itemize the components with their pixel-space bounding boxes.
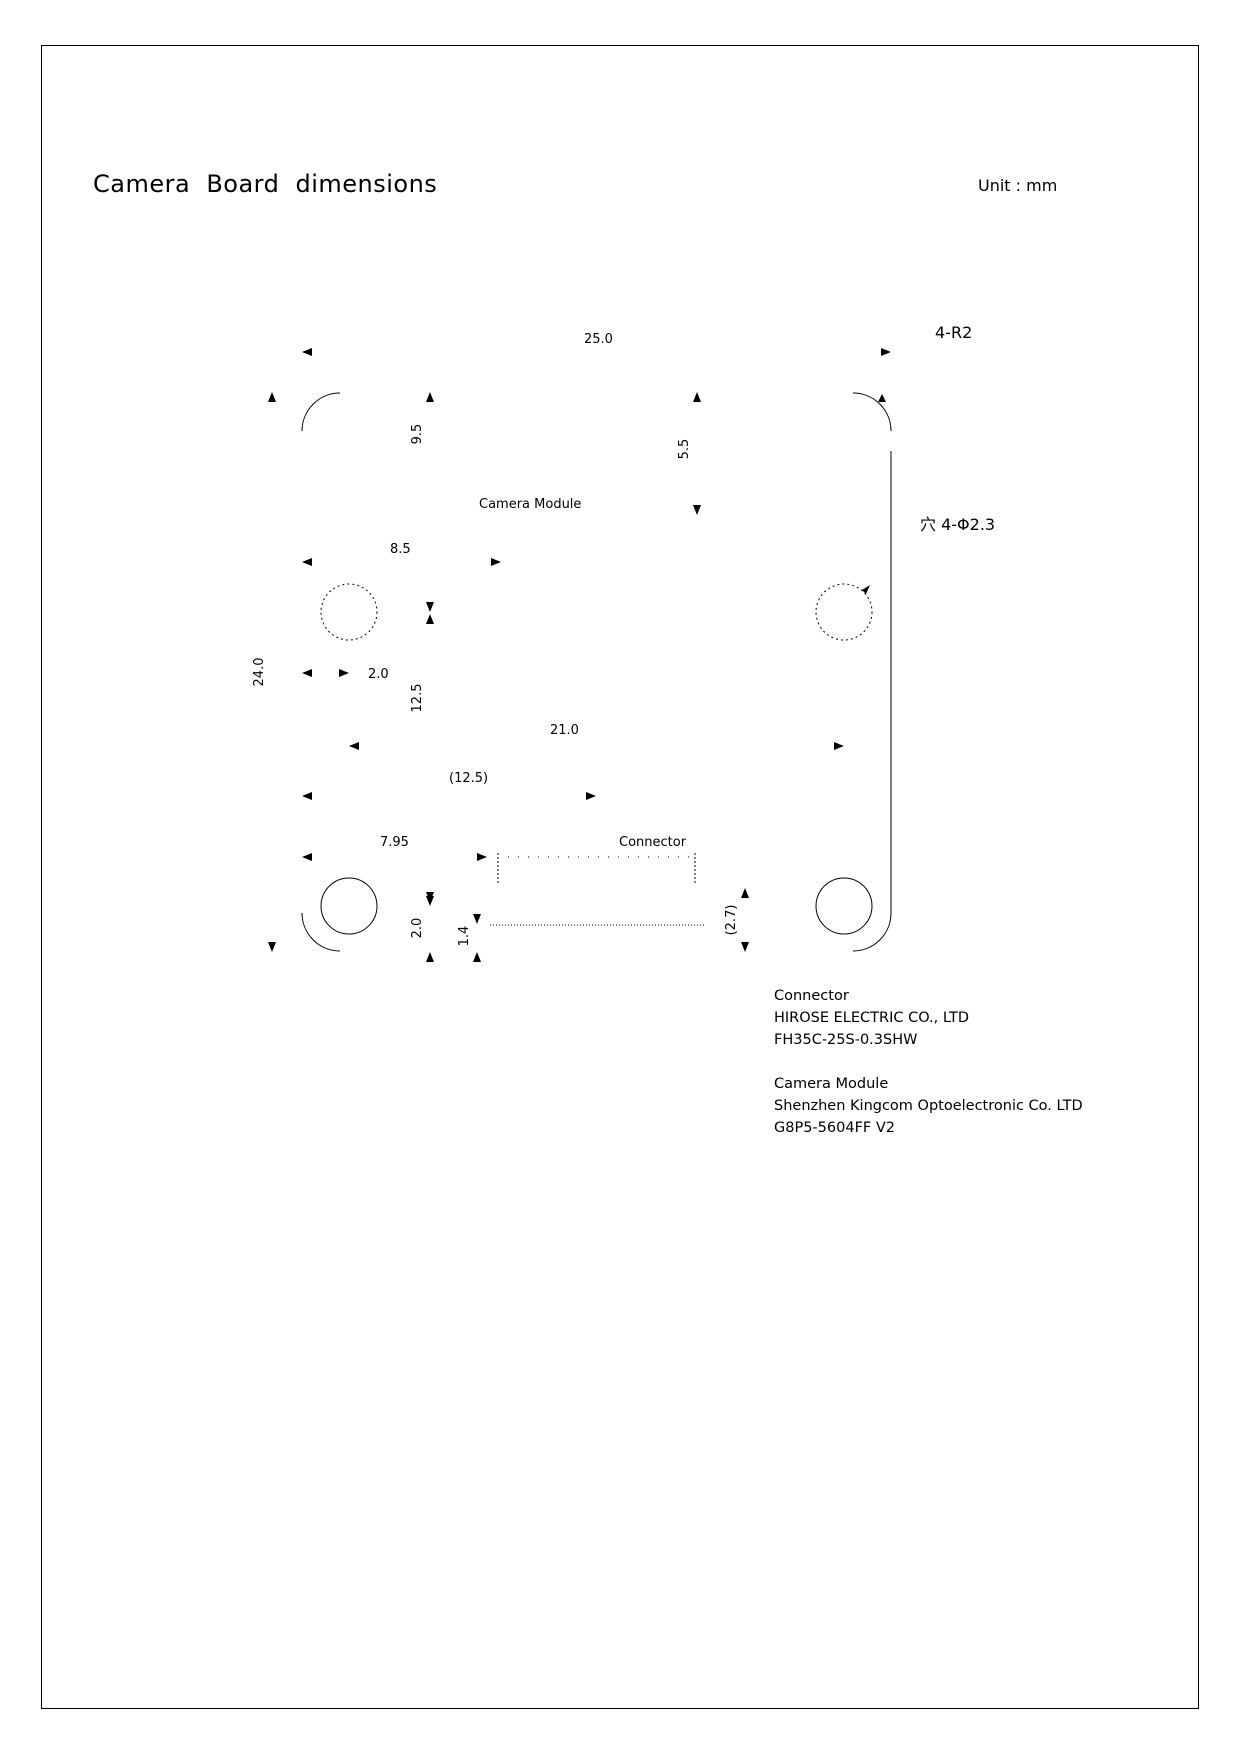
arrow-down bbox=[473, 914, 481, 924]
hole-bottom-right bbox=[815, 877, 873, 935]
label-connector: Connector bbox=[619, 835, 687, 850]
dim-hole-spacing-x: 21.0 bbox=[550, 723, 579, 738]
dim-connector-from-bottom: 2.0 bbox=[410, 918, 425, 939]
arrow-left bbox=[302, 792, 312, 800]
arrow-up bbox=[741, 888, 749, 898]
hole-bottom-left bbox=[320, 877, 378, 935]
drawing-frame bbox=[41, 45, 1199, 1709]
corner-arc-top-left bbox=[301, 392, 341, 432]
component-notes: Connector HIROSE ELECTRIC CO., LTD FH35C… bbox=[774, 985, 1083, 1161]
dim-connector-depth: (2.7) bbox=[724, 905, 739, 936]
arrow-right bbox=[477, 853, 487, 861]
note-heading: Camera Module bbox=[774, 1076, 889, 1092]
note-line: Shenzhen Kingcom Optoelectronic Co. LTD bbox=[774, 1098, 1083, 1114]
arrow-up bbox=[426, 952, 434, 962]
dim-board-height: 24.0 bbox=[252, 658, 267, 687]
drawing-title: Camera Board dimensions bbox=[93, 170, 438, 198]
hole-top-right bbox=[815, 583, 873, 641]
dim-module-height: 5.5 bbox=[677, 439, 692, 460]
dim-connector-center: (12.5) bbox=[449, 771, 488, 786]
dimension-arrows bbox=[268, 348, 891, 962]
leader-arrow-hole bbox=[862, 585, 870, 594]
dim-hole-edge: 2.0 bbox=[368, 667, 389, 682]
dim-hole-x: 8.5 bbox=[390, 542, 411, 557]
arrow-up bbox=[693, 392, 701, 402]
arrow-down bbox=[741, 942, 749, 952]
hole-top-left bbox=[320, 583, 378, 641]
arrow-up bbox=[426, 614, 434, 624]
note-line: G8P5-5604FF V2 bbox=[774, 1120, 895, 1136]
note-line: HIROSE ELECTRIC CO., LTD bbox=[774, 1010, 969, 1026]
corner-arc-bottom-right bbox=[852, 912, 892, 952]
dim-connector-offset: 7.95 bbox=[380, 835, 409, 850]
arrow-right bbox=[586, 792, 596, 800]
arrow-left bbox=[349, 742, 359, 750]
arrow-left bbox=[302, 348, 312, 356]
dim-top-to-module: 9.5 bbox=[410, 424, 425, 445]
corner-arc-bottom-left bbox=[301, 912, 341, 952]
arrow-up bbox=[268, 392, 276, 402]
dim-board-width: 25.0 bbox=[584, 332, 613, 347]
arrow-down bbox=[268, 942, 276, 952]
arrow-right bbox=[881, 348, 891, 356]
note-camera-module: Camera Module Shenzhen Kingcom Optoelect… bbox=[774, 1073, 1083, 1139]
dim-hole-spacing-y: 12.5 bbox=[410, 684, 425, 713]
leader-arrow-radius bbox=[878, 394, 886, 402]
unit-label: Unit : mm bbox=[978, 176, 1058, 195]
label-camera-module: Camera Module bbox=[479, 497, 581, 512]
arrow-down bbox=[693, 505, 701, 515]
arrow-down bbox=[426, 602, 434, 612]
arrow-left bbox=[302, 853, 312, 861]
note-line: FH35C-25S-0.3SHW bbox=[774, 1032, 918, 1048]
arrow-left bbox=[302, 669, 312, 677]
arrow-up bbox=[426, 392, 434, 402]
note-connector: Connector HIROSE ELECTRIC CO., LTD FH35C… bbox=[774, 985, 1083, 1051]
arrow-right bbox=[339, 669, 349, 677]
arrow-up bbox=[473, 952, 481, 962]
callout-corner-radius: 4-R2 bbox=[935, 323, 972, 342]
arrow-down bbox=[426, 892, 434, 902]
arrow-right bbox=[491, 558, 501, 566]
dim-connector-pitch-offset: 1.4 bbox=[457, 926, 472, 947]
arrow-right bbox=[834, 742, 844, 750]
note-heading: Connector bbox=[774, 988, 849, 1004]
arrow-left bbox=[302, 558, 312, 566]
corner-arc-top-right bbox=[852, 392, 892, 432]
callout-holes: 穴 4-Φ2.3 bbox=[920, 515, 995, 534]
